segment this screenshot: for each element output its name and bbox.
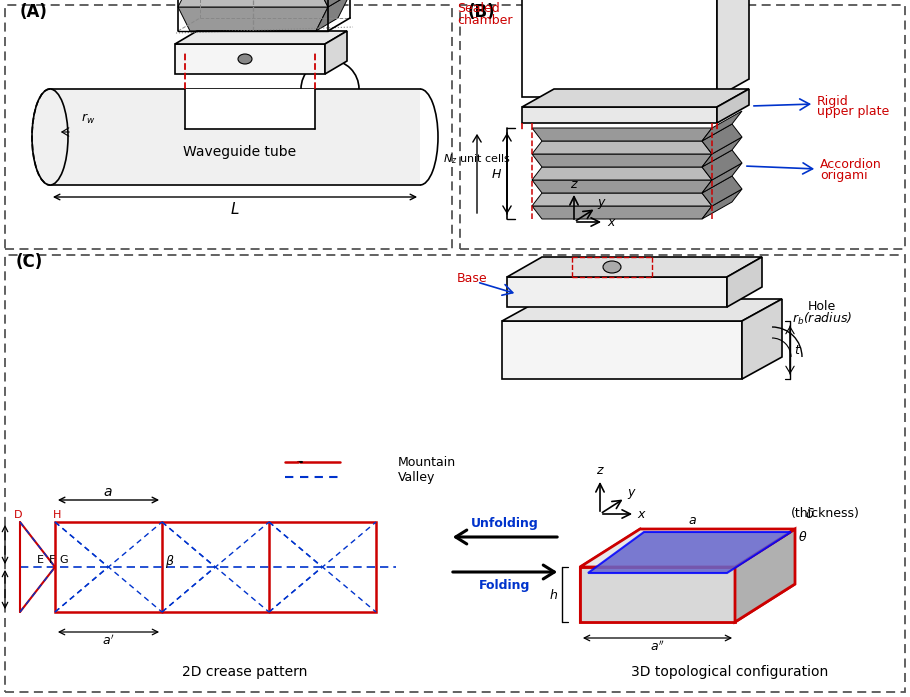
Polygon shape — [532, 180, 712, 193]
Polygon shape — [175, 31, 347, 44]
Bar — [5, 255, 905, 692]
Polygon shape — [325, 31, 347, 74]
Ellipse shape — [32, 89, 68, 185]
Text: Hole: Hole — [808, 300, 836, 314]
Polygon shape — [532, 128, 712, 141]
Text: $L$: $L$ — [230, 201, 240, 217]
Text: origami: origami — [820, 169, 867, 181]
Polygon shape — [502, 321, 742, 379]
Text: $r_b$(radius): $r_b$(radius) — [792, 311, 852, 327]
Polygon shape — [185, 89, 315, 129]
Text: $a$: $a$ — [103, 485, 113, 499]
Polygon shape — [717, 89, 749, 123]
Text: Valley: Valley — [398, 470, 435, 484]
Polygon shape — [316, 0, 350, 7]
Text: upper plate: upper plate — [817, 105, 889, 118]
Text: $z$: $z$ — [570, 178, 579, 190]
Text: $\beta$: $\beta$ — [166, 553, 175, 569]
Ellipse shape — [603, 261, 621, 273]
Text: $t$: $t$ — [794, 344, 802, 356]
Polygon shape — [717, 0, 749, 97]
Text: Accordion: Accordion — [820, 158, 882, 171]
Polygon shape — [178, 7, 328, 31]
Text: Unfolding: Unfolding — [471, 517, 539, 530]
Polygon shape — [702, 163, 742, 193]
Text: F: F — [49, 555, 56, 565]
Polygon shape — [580, 529, 795, 567]
Polygon shape — [580, 584, 795, 622]
Text: 3D topological configuration: 3D topological configuration — [632, 665, 829, 679]
Text: (A): (A) — [20, 3, 48, 21]
Polygon shape — [507, 277, 727, 307]
Text: Waveguide tube: Waveguide tube — [184, 145, 297, 159]
Polygon shape — [532, 141, 712, 154]
Text: $a$: $a$ — [688, 514, 696, 526]
Polygon shape — [522, 107, 717, 123]
Text: E: E — [36, 555, 44, 565]
Text: G: G — [60, 555, 68, 565]
Polygon shape — [742, 299, 782, 379]
Text: 2D crease pattern: 2D crease pattern — [182, 665, 308, 679]
Text: (C): (C) — [16, 253, 44, 271]
Ellipse shape — [238, 54, 252, 64]
Text: Sealed: Sealed — [457, 3, 500, 15]
Text: $y$: $y$ — [597, 197, 607, 211]
Text: Rigid: Rigid — [817, 95, 849, 107]
Polygon shape — [580, 529, 640, 622]
Polygon shape — [702, 150, 742, 180]
Text: $x$: $x$ — [607, 215, 617, 229]
Text: (thickness): (thickness) — [791, 507, 859, 521]
Text: chamber: chamber — [457, 13, 512, 26]
Text: $a''$: $a''$ — [650, 640, 664, 654]
Text: $x$: $x$ — [637, 507, 647, 521]
Text: $N_z$ unit cells: $N_z$ unit cells — [443, 152, 511, 166]
Text: $H$: $H$ — [491, 167, 502, 181]
Polygon shape — [532, 167, 712, 180]
Text: Mountain: Mountain — [398, 456, 456, 468]
Polygon shape — [727, 257, 762, 307]
Text: $z$: $z$ — [595, 464, 604, 477]
Text: Folding: Folding — [480, 579, 531, 592]
Text: $a'$: $a'$ — [102, 634, 115, 648]
Polygon shape — [702, 176, 742, 206]
Polygon shape — [735, 529, 795, 622]
Polygon shape — [702, 124, 742, 154]
Polygon shape — [50, 89, 420, 185]
Text: $y$: $y$ — [627, 487, 637, 501]
Polygon shape — [702, 189, 742, 219]
Polygon shape — [507, 257, 762, 277]
Text: Base: Base — [457, 273, 488, 286]
Text: $\theta$: $\theta$ — [798, 530, 808, 544]
Polygon shape — [522, 89, 749, 107]
Polygon shape — [532, 154, 712, 167]
Polygon shape — [55, 522, 376, 612]
Text: $r_w$: $r_w$ — [81, 112, 96, 126]
Bar — [460, 5, 905, 249]
Polygon shape — [178, 0, 328, 7]
Text: D: D — [14, 510, 22, 520]
Polygon shape — [532, 193, 712, 206]
Polygon shape — [502, 299, 782, 321]
Text: $\delta$: $\delta$ — [805, 507, 815, 521]
Text: H: H — [53, 510, 61, 520]
Text: $h$: $h$ — [550, 588, 559, 602]
Polygon shape — [580, 567, 735, 622]
Polygon shape — [175, 44, 325, 74]
Bar — [5, 5, 452, 249]
Polygon shape — [588, 532, 791, 573]
Polygon shape — [702, 111, 742, 141]
Polygon shape — [316, 0, 350, 31]
Text: (B): (B) — [468, 3, 496, 21]
Polygon shape — [702, 137, 742, 167]
Polygon shape — [532, 206, 712, 219]
Polygon shape — [522, 0, 717, 97]
